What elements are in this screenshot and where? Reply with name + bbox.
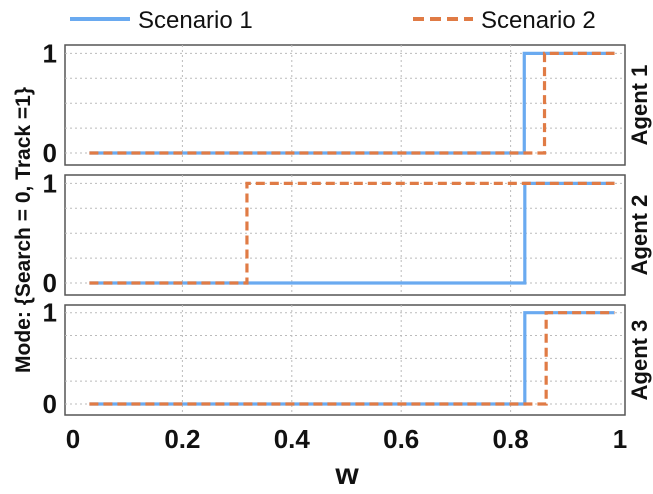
- legend-label-scenario-2: Scenario 2: [481, 7, 596, 34]
- panel-label-agent-1: Agent 1: [627, 65, 652, 146]
- panel-agent-3: 0 1 Agent 3: [43, 298, 652, 419]
- legend-label-scenario-1: Scenario 1: [138, 7, 253, 34]
- x-tick-label: 0: [66, 424, 80, 454]
- x-tick-label: 0.6: [383, 424, 419, 454]
- panel-frame: [64, 44, 626, 166]
- x-tick-label: 0.2: [164, 424, 200, 454]
- x-tick-label: 0.4: [274, 424, 311, 454]
- legend: Scenario 1 Scenario 2: [70, 7, 596, 34]
- x-axis-label: w: [334, 458, 359, 491]
- x-tick-label: 0.8: [493, 424, 529, 454]
- panel-agent-2: 0 1 Agent 2: [43, 168, 652, 298]
- x-tick-label: 1: [613, 424, 627, 454]
- panel-label-agent-2: Agent 2: [627, 195, 652, 276]
- panel-label-agent-3: Agent 3: [627, 320, 652, 401]
- panel-frame: [64, 304, 626, 416]
- y-tick-label: 1: [43, 168, 57, 198]
- x-tick-labels: 0 0.2 0.4 0.6 0.8 1: [66, 424, 627, 454]
- series-line-scenario-2: [89, 51, 615, 155]
- y-tick-label: 0: [43, 138, 57, 168]
- y-tick-label: 1: [43, 298, 57, 328]
- y-tick-label: 0: [43, 389, 57, 419]
- y-tick-label: 0: [43, 268, 57, 298]
- series-line-scenario-2: [89, 311, 615, 406]
- panel-frame: [64, 174, 626, 296]
- y-tick-label: 1: [43, 38, 57, 68]
- panel-agent-1: 0 1 Agent 1: [43, 38, 652, 168]
- y-axis-label: Mode: {Search = 0, Track =1}: [12, 87, 35, 373]
- series-line-scenario-2: [89, 181, 615, 285]
